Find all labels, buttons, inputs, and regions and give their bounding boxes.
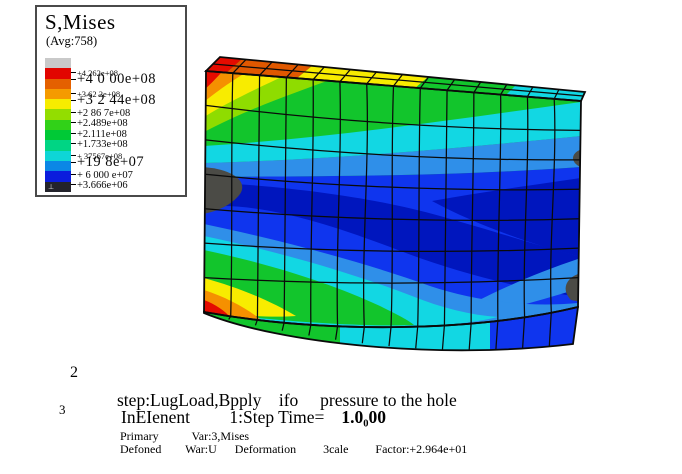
mesh-line [443, 90, 448, 326]
legend-tick-value: +3 62 2e+08 [77, 88, 121, 99]
mesh-line [212, 63, 584, 97]
mesh-line [548, 312, 552, 347]
legend-swatch-2 [45, 78, 71, 89]
legend-tick-value: +4 0 00e+08 [77, 71, 157, 88]
mesh-line [204, 242, 579, 253]
mesh-line [523, 96, 529, 317]
legend-tick-value: +3.666e+06 [77, 180, 128, 192]
legend-tick-mark [71, 72, 76, 74]
figure-number-3: 3 [59, 402, 66, 417]
legend-tick-label-4: +2 86 7e+08 [71, 104, 130, 120]
legend-subtitle: (Avg:758) [46, 34, 98, 48]
mesh-line [470, 92, 475, 324]
legend-swatch-5 [45, 109, 71, 120]
mesh-line [390, 85, 395, 328]
mesh-line [256, 75, 261, 320]
caption-deformed-var-line: Defoned War:U Deformation 3cale Factor:+… [120, 442, 468, 456]
mesh-line [308, 324, 312, 336]
mesh-line [497, 94, 502, 321]
legend-swatch-8 [45, 140, 71, 151]
legend-tick-label-11: +3.666e+06 [71, 176, 128, 192]
legend-tick-value: +2 86 7e+08 [77, 108, 131, 119]
caption-primary-var-line: Primary Var:3,Mises [120, 429, 250, 443]
mesh-line [468, 322, 472, 351]
mesh-line [281, 322, 285, 331]
legend-tick-label-1: +4 0 00e+08 [71, 71, 156, 87]
mesh-line [283, 77, 287, 323]
caption-increment-label: InEIenent 1:Step Time= [121, 407, 325, 427]
legend-tick-mark [71, 122, 76, 124]
mesh-line [441, 325, 446, 350]
mesh-grid [204, 59, 584, 351]
legend-tick-mark [71, 184, 76, 186]
mesh-line [310, 79, 314, 325]
legend-swatch-1 [45, 68, 71, 79]
mesh-line [521, 316, 526, 349]
contour-band-red-topleft [204, 71, 224, 90]
contour-legend: S,Mises (Avg:758) ⊥ +4.262e+08 +4 0 00e+0… [35, 5, 187, 197]
legend-tick-mark [71, 112, 76, 113]
legend-tick-mark [71, 92, 76, 94]
legend-swatch-3 [45, 88, 71, 100]
legend-tick-mark [71, 99, 76, 101]
mesh-line [230, 73, 234, 317]
legend-title: S,Mises [45, 10, 116, 34]
mesh-line [415, 326, 419, 349]
legend-tick-label-0: +4.262e+08 [71, 64, 118, 80]
mesh-line [550, 98, 556, 313]
caption-increment-line: InEIenent 1:Step Time= 1.0₀00 [121, 407, 386, 428]
legend-tick-value: + 6 000 e+07 [77, 169, 133, 181]
mesh-line [205, 173, 580, 191]
mesh-line [361, 326, 365, 344]
legend-swatch-10 [45, 160, 71, 172]
legend-tick-value: +1.733e+08 [77, 138, 128, 150]
contour-band-navy-right [432, 178, 581, 257]
legend-tick-mark [71, 173, 76, 175]
legend-swatch-11 [45, 171, 71, 182]
caption-step-time-value: 1.0₀00 [341, 407, 386, 427]
legend-tick-value: +2.489e+08 [77, 118, 128, 130]
legend-tick-value: +19 8e+07 [77, 153, 145, 170]
caption-step-line: step:LugLoad,Bpply ifo pressure to the h… [117, 390, 457, 410]
legend-swatch-0 [45, 58, 71, 69]
legend-tick-value: +3 2 44e+08 [77, 91, 157, 108]
legend-swatch-4 [45, 99, 71, 110]
legend-tick-mark [71, 142, 76, 144]
mesh-line [334, 326, 339, 340]
legend-tick-label-8: + 37567e+08 [71, 147, 122, 163]
mesh-line [388, 327, 392, 347]
mesh-line [204, 276, 579, 284]
legend-tick-mark [71, 154, 76, 156]
legend-min-marker-icon: ⊥ [48, 182, 55, 191]
legend-swatch-6 [45, 119, 71, 131]
legend-color-scale: ⊥ [45, 58, 71, 192]
legend-tick-mark [71, 132, 76, 134]
figure-number-2: 2 [70, 364, 78, 381]
legend-tick-label-3: +3 2 44e+08 [71, 92, 156, 108]
mesh-line [205, 104, 581, 132]
bottom-strip-outline [203, 305, 580, 352]
legend-tick-label-9: +19 8e+07 [71, 154, 144, 170]
legend-tick-label-7: +1.733e+08 [71, 135, 128, 151]
legend-tick-mark [71, 79, 76, 81]
mesh-line [363, 83, 368, 328]
mesh-line [336, 81, 341, 327]
legend-swatch-12: ⊥ [45, 181, 71, 192]
legend-tick-mark [71, 161, 76, 163]
legend-tick-label-10: + 6 000 e+07 [71, 166, 133, 182]
mesh-line [495, 320, 499, 351]
mesh-line [417, 88, 421, 327]
legend-tick-value: + 37567e+08 [77, 150, 123, 161]
legend-swatch-7 [45, 130, 71, 141]
model-outlines [203, 56, 587, 352]
legend-tick-label-5: +2.489e+08 [71, 114, 128, 130]
legend-tick-label-2: +3 62 2e+08 [71, 85, 120, 101]
legend-tick-label-6: +2.111e+08 [71, 125, 127, 141]
mesh-line [205, 139, 581, 161]
legend-tick-value: +2.111e+08 [77, 128, 127, 140]
mesh-line [204, 208, 580, 221]
legend-tick-value: +4.262e+08 [77, 68, 118, 79]
legend-swatch-9 [45, 150, 71, 161]
